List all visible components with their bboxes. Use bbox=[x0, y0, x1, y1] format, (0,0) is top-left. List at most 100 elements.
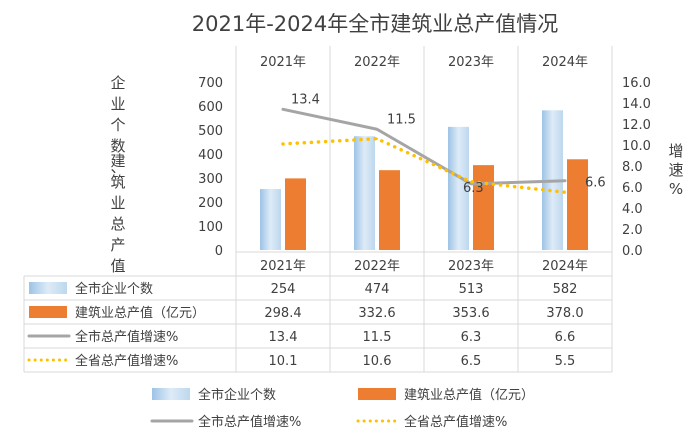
bottom-category-label: 2022年 bbox=[354, 259, 400, 274]
bottom-category-label: 2021年 bbox=[260, 259, 306, 274]
city-growth-data-label: 11.5 bbox=[387, 112, 416, 127]
left-tick-label: 400 bbox=[198, 148, 223, 163]
left-axis-title-char: 业 bbox=[110, 95, 125, 113]
data-table-grid bbox=[23, 46, 613, 373]
left-axis-title-char: 个 bbox=[110, 116, 125, 134]
city-growth-line bbox=[281, 107, 567, 186]
left-axis-title-char: 筑 bbox=[110, 173, 125, 191]
city-growth-data-label: 6.3 bbox=[463, 181, 484, 196]
line-series bbox=[281, 107, 567, 194]
left-tick-label: 300 bbox=[198, 172, 223, 187]
table-cell: 254 bbox=[271, 282, 296, 297]
table-cell: 10.6 bbox=[363, 354, 392, 369]
top-category-label: 2023年 bbox=[448, 55, 494, 70]
data-table: 全市企业个数 254 474 513 582 建筑业总产值（亿元） 298.4 332.6 35… bbox=[27, 281, 584, 369]
left-axis-title: 企业个数、建筑业总产值 bbox=[110, 74, 125, 275]
top-category-label: 2024年 bbox=[542, 55, 588, 70]
bar-enterprise-count bbox=[354, 136, 375, 250]
right-tick-label: 14.0 bbox=[622, 97, 651, 112]
left-tick-label: 700 bbox=[198, 76, 223, 91]
bottom-category-label: 2024年 bbox=[542, 259, 588, 274]
table-cell: 378.0 bbox=[546, 306, 583, 321]
bar-output-value bbox=[285, 178, 306, 250]
left-axis-title-char: 、 bbox=[110, 158, 125, 176]
legend-label: 全市企业个数 bbox=[198, 387, 276, 403]
table-row-header: 全省总产值增速% bbox=[75, 353, 178, 369]
table-cell: 474 bbox=[365, 282, 390, 297]
right-tick-label: 12.0 bbox=[622, 118, 651, 133]
right-tick-label: 0.0 bbox=[622, 244, 643, 259]
left-axis-title-char: 建 bbox=[110, 152, 125, 170]
top-category-labels: 2021年 2022年 2023年 2024年 bbox=[260, 55, 588, 70]
bar-enterprise-count bbox=[448, 126, 469, 250]
right-axis-title-char: 速 bbox=[668, 161, 683, 179]
table-cell: 11.5 bbox=[363, 330, 392, 345]
bottom-category-labels: 2021年 2022年 2023年 2024年 bbox=[260, 259, 588, 274]
left-tick-label: 100 bbox=[198, 220, 223, 235]
legend-swatch bbox=[152, 388, 190, 400]
table-cell: 13.4 bbox=[269, 330, 298, 345]
table-cell: 10.1 bbox=[269, 354, 298, 369]
bar-output-value bbox=[567, 159, 588, 250]
bar-enterprise-count bbox=[260, 189, 281, 250]
right-tick-label: 8.0 bbox=[622, 160, 643, 175]
table-cell: 513 bbox=[459, 282, 484, 297]
province-growth-point bbox=[282, 142, 284, 145]
table-row-header: 全市企业个数 bbox=[75, 281, 153, 297]
left-axis-title-char: 总 bbox=[110, 215, 125, 233]
table-key-swatch bbox=[29, 282, 67, 294]
legend-label: 建筑业总产值（亿元） bbox=[404, 387, 534, 403]
bottom-category-label: 2023年 bbox=[448, 259, 494, 274]
table-row-header: 建筑业总产值（亿元） bbox=[75, 305, 205, 321]
right-axis-title-char: % bbox=[669, 180, 683, 198]
legend-label: 全省总产值增速% bbox=[404, 414, 507, 430]
left-tick-label: 600 bbox=[198, 100, 223, 115]
bar-series bbox=[260, 110, 588, 250]
right-tick-label: 16.0 bbox=[622, 76, 651, 91]
table-row-header: 全市总产值增速% bbox=[75, 329, 178, 345]
province-growth-point bbox=[564, 191, 566, 194]
right-tick-label: 10.0 bbox=[622, 139, 651, 154]
city-growth-point bbox=[564, 179, 566, 182]
left-axis-title-char: 数 bbox=[110, 137, 125, 155]
top-category-label: 2022年 bbox=[354, 55, 400, 70]
data-labels: 13.4 11.5 6.3 6.6 bbox=[291, 92, 606, 196]
bar-output-value bbox=[379, 170, 400, 250]
top-category-label: 2021年 bbox=[260, 55, 306, 70]
table-cell: 6.3 bbox=[461, 330, 482, 345]
province-growth-point bbox=[470, 180, 472, 183]
right-axis-ticks: 0.0 2.0 4.0 6.0 8.0 10.0 12.0 14.0 16.0 bbox=[622, 76, 651, 259]
left-tick-label: 500 bbox=[198, 124, 223, 139]
city-growth-point bbox=[376, 128, 378, 131]
city-growth-data-label: 13.4 bbox=[291, 92, 320, 107]
table-cell: 298.4 bbox=[264, 306, 301, 321]
legend-label: 全市总产值增速% bbox=[198, 414, 301, 430]
left-axis-title-char: 产 bbox=[110, 236, 125, 254]
city-growth-data-label: 6.6 bbox=[585, 176, 606, 191]
table-cell: 353.6 bbox=[452, 306, 489, 321]
legend-swatch bbox=[358, 388, 396, 400]
right-tick-label: 2.0 bbox=[622, 223, 643, 238]
city-growth-point bbox=[282, 108, 284, 111]
left-tick-label: 200 bbox=[198, 196, 223, 211]
legend: 全市企业个数 建筑业总产值（亿元） 全市总产值增速% 全省总产值增速% bbox=[150, 387, 534, 430]
bar-output-value bbox=[473, 165, 494, 250]
left-axis-ticks: 0 100 200 300 400 500 600 700 bbox=[198, 76, 223, 259]
chart-title: 2021年-2024年全市建筑业总产值情况 bbox=[192, 12, 558, 36]
table-cell: 5.5 bbox=[555, 354, 576, 369]
table-cell: 582 bbox=[553, 282, 578, 297]
left-axis-title-char: 企 bbox=[110, 74, 125, 92]
right-axis-title-char: 增 bbox=[668, 142, 683, 160]
table-cell: 332.6 bbox=[358, 306, 395, 321]
right-tick-label: 6.0 bbox=[622, 181, 643, 196]
left-tick-label: 0 bbox=[215, 244, 223, 259]
right-tick-label: 4.0 bbox=[622, 202, 643, 217]
right-axis-title: 增速% bbox=[668, 142, 683, 198]
table-cell: 6.5 bbox=[461, 354, 482, 369]
province-growth-point bbox=[376, 137, 378, 140]
left-axis-title-char: 业 bbox=[110, 194, 125, 212]
left-axis-title-char: 值 bbox=[110, 257, 125, 275]
